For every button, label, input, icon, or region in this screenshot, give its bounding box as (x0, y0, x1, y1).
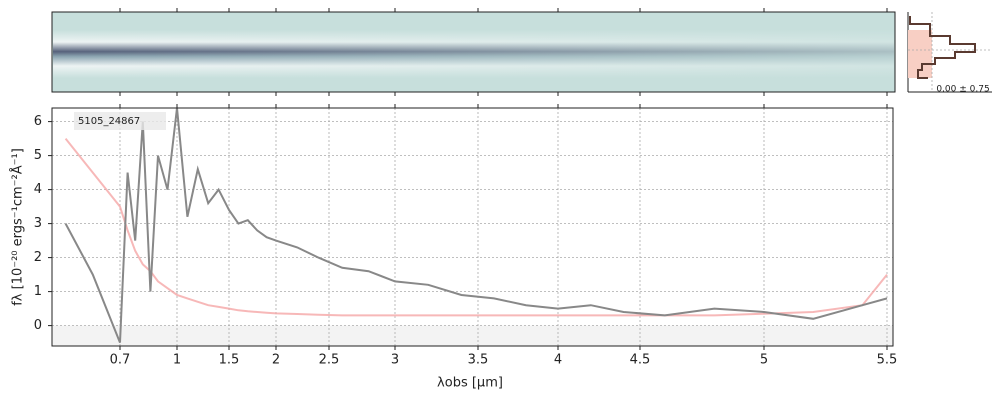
y-tick-label: 2 (34, 250, 42, 265)
spectrum-line (64, 108, 888, 343)
x-tick-label: 5.5 (877, 353, 898, 368)
y-tick-label: 4 (34, 182, 42, 197)
x-tick-label: 2.5 (319, 353, 340, 368)
spectrum-2d-panel (51, 11, 896, 93)
y-tick-label: 3 (34, 216, 42, 231)
annotation: 5105_24867 (78, 116, 140, 127)
plot-frame (51, 107, 894, 347)
y-tick-label: 6 (34, 114, 42, 129)
x-tick-label: 3 (391, 353, 399, 368)
x-tick-label: 1.5 (219, 353, 240, 368)
x-tick-label: 0.7 (110, 353, 131, 368)
x-tick-label: 2 (272, 353, 280, 368)
side-profile (909, 16, 976, 79)
y-tick-label: 0 (34, 318, 42, 333)
y-tick-label: 1 (34, 284, 42, 299)
trace-fade (53, 30, 894, 78)
x-tick-label: 4.5 (630, 353, 651, 368)
x-tick-label: 3.5 (468, 353, 489, 368)
x-tick-label: 4 (554, 353, 562, 368)
y-axis-label: fλ [10⁻²⁰ ergs⁻¹cm⁻²Å⁻¹] (10, 148, 26, 306)
x-tick-label: 5 (760, 353, 768, 368)
annotation-box (74, 112, 166, 130)
side-label: 0.00 ± 0.75 (936, 85, 989, 95)
x-tick-label: 1 (173, 353, 181, 368)
y-tick-label: 5 (34, 148, 42, 163)
side-histogram: 0.00 ± 0.75 (907, 12, 992, 95)
below-zero-band (52, 325, 893, 346)
x-axis-label: λobs [μm] (437, 376, 503, 391)
